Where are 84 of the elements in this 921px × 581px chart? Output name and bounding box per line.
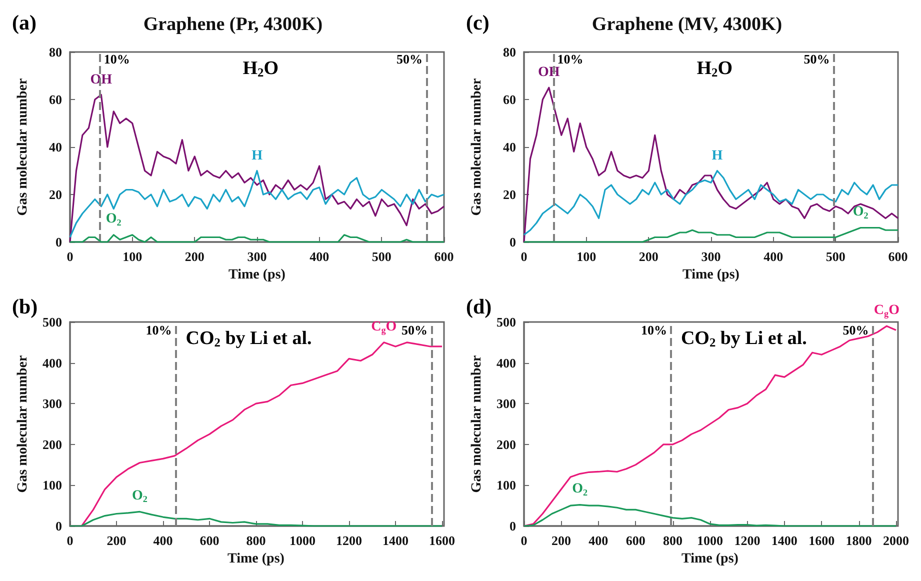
y-tick-label: 40 [49,140,62,154]
text: (d) [466,294,492,318]
x-tick-label: 600 [200,533,220,548]
x-axis-title: Time (ps) [682,552,739,566]
x-tick-label: 200 [184,249,204,264]
y-tick-label: 200 [42,436,62,452]
x-tick-label: 0 [66,249,74,264]
y-tick-label: 60 [49,92,62,107]
x-tick-label: 600 [434,249,454,264]
y-tick-label: 100 [496,478,516,493]
x-tick-label: 400 [153,533,173,548]
y-tick-label: 60 [503,92,516,107]
x-tick-label: 200 [551,533,571,548]
x-tick-label: 100 [576,249,596,264]
x-tick-label: 1600 [808,533,835,548]
y-tick-label: 20 [49,187,62,202]
x-tick-label: 1400 [771,533,798,548]
x-tick-label: 1200 [734,533,760,548]
x-tick-label: 0 [66,533,74,548]
y-axis-title: Gas molecular number [470,355,484,493]
y-tick-label: 80 [503,44,516,60]
x-tick-label: 1200 [336,533,362,548]
series-label: OH [538,65,560,80]
y-tick-label: 0 [56,518,62,534]
y-tick-label: 100 [42,478,62,493]
x-axis-title: Time (ps) [682,268,740,282]
y-tick-label: 40 [503,140,516,154]
series-label: H [252,148,263,164]
x-tick-label: 1000 [290,533,316,548]
x-tick-label: 0 [520,249,528,264]
annotation: 50% [396,52,423,67]
x-tick-label: 300 [247,249,267,264]
line-series [69,170,445,238]
text: (b) [12,294,38,318]
x-tick-label: 500 [372,249,392,264]
x-tick-label: 600 [626,533,646,548]
x-tick-label: 200 [638,249,658,264]
chart-title: Graphene (Pr, 4300K) [143,14,323,35]
line-series [523,325,897,527]
series-label: H [712,148,723,164]
x-tick-label: 300 [701,249,721,264]
x-tick-label: 1800 [846,533,872,548]
y-tick-label: 0 [510,234,516,250]
x-tick-label: 1600 [429,533,455,548]
annotation: 10% [640,322,667,338]
chart-title: Graphene (MV, 4300K) [592,14,782,35]
x-axis-title: Time (ps) [228,552,285,566]
x-tick-label: 100 [122,249,142,264]
y-axis-title: Gas molecular number [16,355,30,493]
annotation: 50% [804,52,830,67]
annotation: 10% [557,52,584,67]
y-tick-label: 500 [42,314,62,330]
x-tick-label: 1400 [382,533,408,548]
line-series [523,170,899,236]
y-tick-label: 80 [49,44,62,60]
annotation: 50% [842,322,869,338]
x-tick-label: 200 [106,533,126,548]
annotation: 10% [104,52,130,67]
x-tick-label: 1000 [697,533,723,548]
y-tick-label: 0 [56,234,62,250]
y-tick-label: 400 [496,355,516,370]
y-axis-title: Gas molecular number [470,78,484,216]
x-tick-label: 400 [764,249,784,264]
x-tick-label: 800 [663,533,683,548]
y-tick-label: 300 [42,396,62,412]
y-tick-label: 200 [496,436,516,452]
x-tick-label: 2000 [883,533,909,548]
y-tick-label: 500 [496,314,516,330]
x-tick-label: 0 [520,533,528,548]
x-tick-label: 400 [310,249,330,264]
x-tick-label: 500 [826,249,846,264]
y-axis-title: Gas molecular number [16,78,30,216]
text: (a) [12,10,36,34]
y-tick-label: 300 [496,396,516,412]
x-tick-label: 800 [246,533,266,548]
y-tick-label: 400 [42,355,62,370]
x-tick-label: 400 [588,533,608,548]
x-tick-label: 600 [888,249,908,264]
x-axis-title: Time (ps) [228,268,286,282]
annotation: 50% [402,322,428,338]
text: (c) [466,10,490,34]
annotation: 10% [146,322,172,338]
y-tick-label: 0 [510,518,516,534]
y-tick-label: 20 [503,187,516,202]
